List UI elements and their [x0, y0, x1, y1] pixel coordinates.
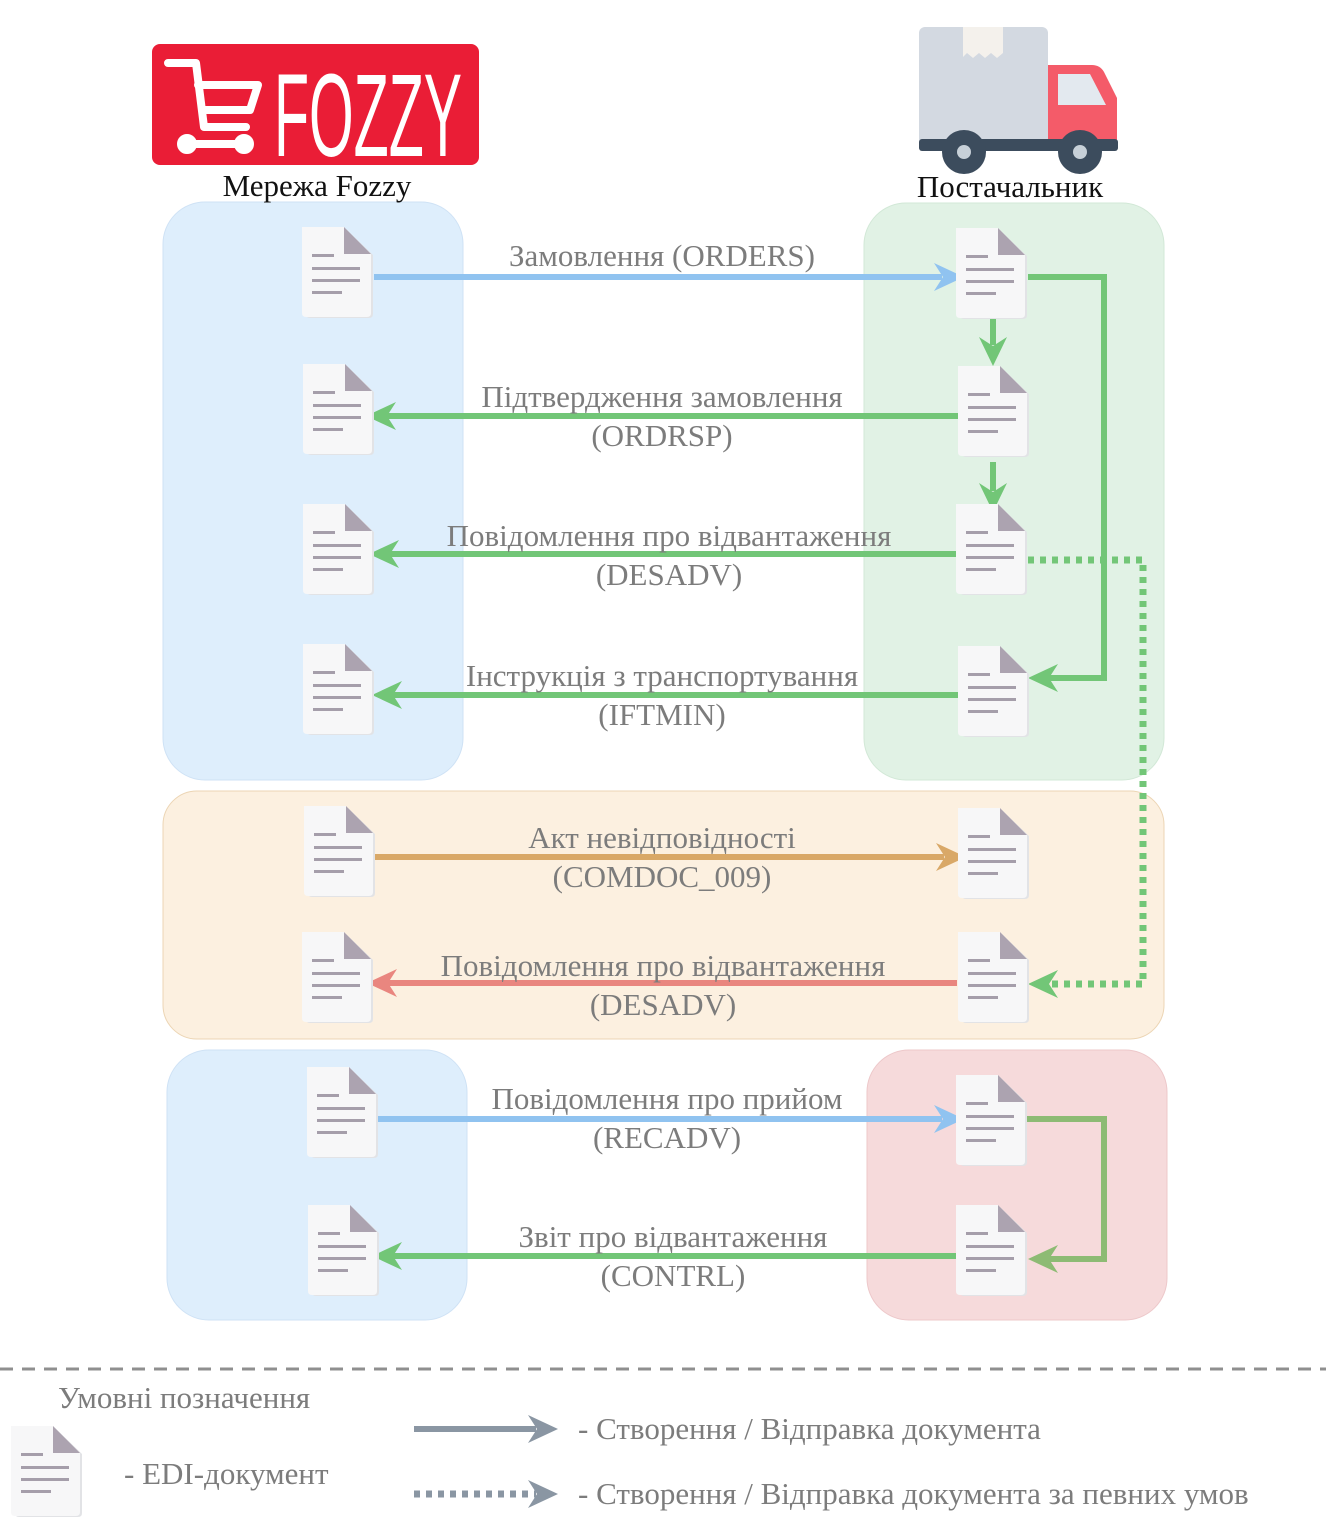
flow-orders-label: Замовлення (ORDERS) — [509, 238, 815, 273]
flow-contrl-label: Звіт про відвантаження — [519, 1219, 828, 1254]
flow-comdoc-code: (COMDOC_009) — [553, 859, 772, 894]
legend-dotted-arrow-label: - Створення / Відправка документа за пев… — [578, 1476, 1249, 1511]
flow-iftmin-label: Інструкція з транспортування — [466, 658, 858, 693]
flow-iftmin-code: (IFTMIN) — [598, 697, 725, 732]
flow-contrl-code: (CONTRL) — [601, 1258, 746, 1293]
shopping-cart-icon — [164, 59, 262, 154]
fozzy-logo-text: FOZZY — [274, 50, 462, 182]
flow-recadv-label: Повідомлення про прийом — [492, 1081, 843, 1116]
flow-desadv-label: Повідомлення про відвантаження — [447, 518, 892, 553]
discrepancy-panel — [162, 790, 1165, 1040]
flow-ordrsp-code: (ORDRSP) — [591, 418, 732, 453]
flow-desadv-correction-label: Повідомлення про відвантаження — [441, 948, 886, 983]
fozzy-network-title: Мережа Fozzy — [223, 168, 412, 203]
flow-comdoc-label: Акт невідповідності — [528, 820, 796, 855]
flow-ordrsp-label: Підтвердження замовлення — [481, 379, 842, 414]
flow-desadv-code: (DESADV) — [596, 557, 742, 592]
connectors — [366, 263, 1147, 1508]
supplier-title: Постачальник — [917, 169, 1104, 204]
legend: Умовні позначення - EDI-документ - Створ… — [11, 1380, 1249, 1517]
supplier-panel-top — [863, 202, 1165, 781]
fozzy-panel-top — [162, 201, 464, 781]
flow-desadv-correction-code: (DESADV) — [590, 987, 736, 1022]
delivery-truck-icon — [919, 27, 1118, 174]
legend-edi-document-label: - EDI-документ — [124, 1456, 329, 1491]
legend-title: Умовні позначення — [58, 1380, 310, 1415]
legend-solid-arrow-label: - Створення / Відправка документа — [578, 1411, 1041, 1446]
flow-recadv-code: (RECADV) — [593, 1120, 741, 1155]
fozzy-logo: FOZZY — [152, 44, 479, 182]
document-icon — [11, 1426, 82, 1517]
flow-labels: Замовлення (ORDERS) Підтвердження замовл… — [441, 238, 892, 1293]
